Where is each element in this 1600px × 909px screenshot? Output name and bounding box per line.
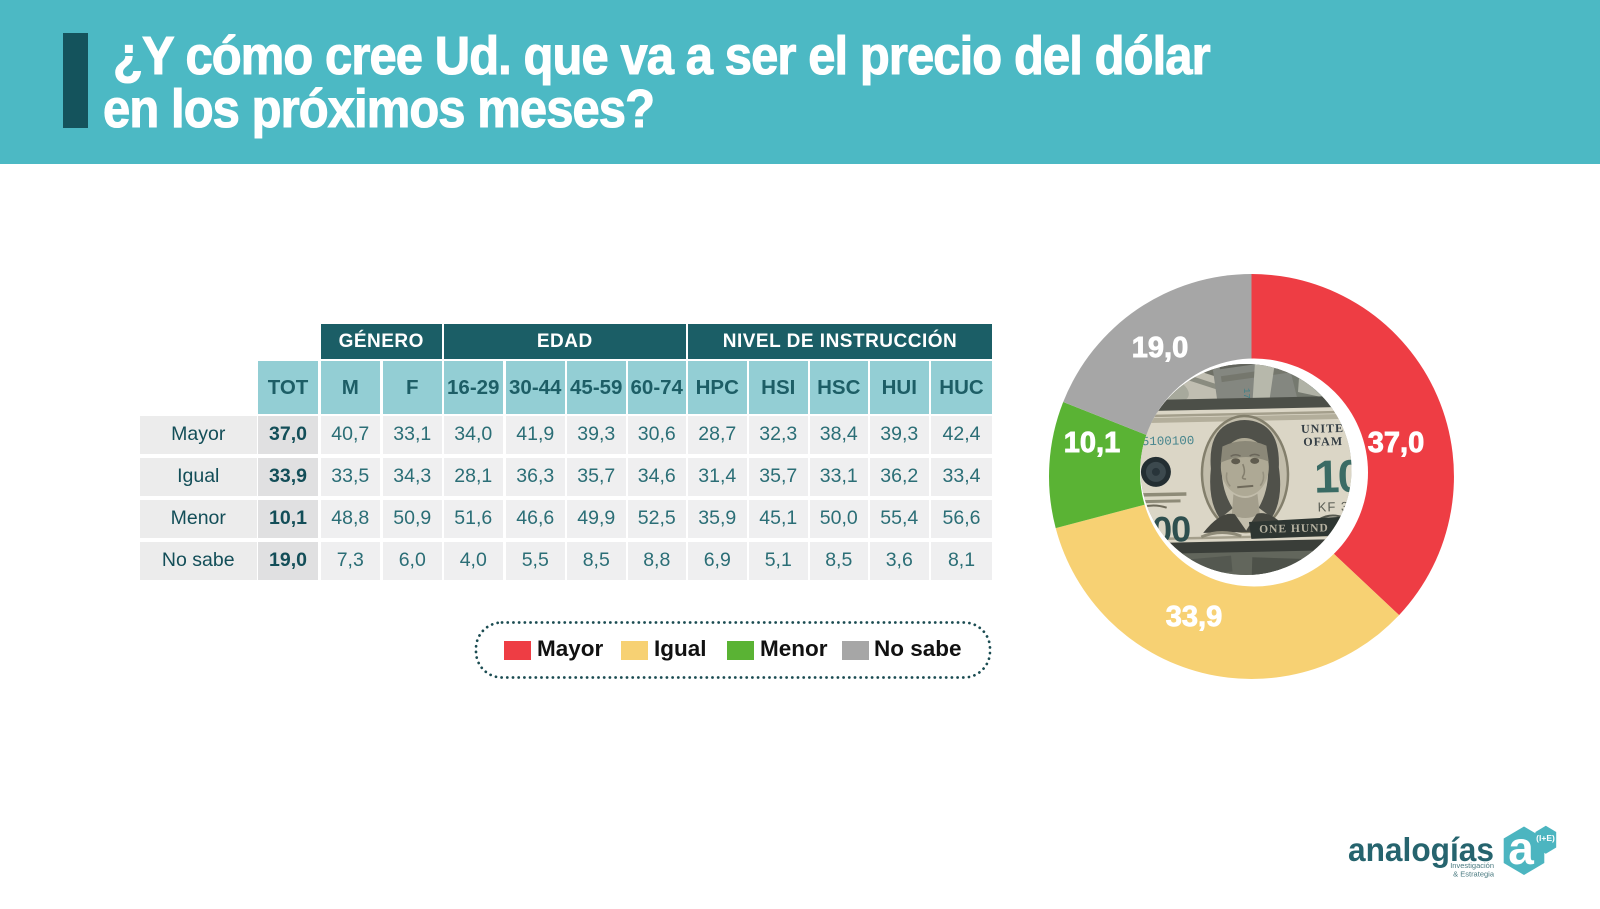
svg-text:33,9: 33,9 <box>1166 601 1222 633</box>
svg-text:15100100: 15100100 <box>1134 434 1194 449</box>
svg-text:& Estrategia: & Estrategia <box>1453 870 1495 879</box>
svg-text:10: 10 <box>1314 450 1363 503</box>
svg-text:KF 3151: KF 3151 <box>1318 498 1374 514</box>
svg-text:10,1: 10,1 <box>1064 427 1120 459</box>
svg-text:37,0: 37,0 <box>1368 427 1424 459</box>
svg-text:a: a <box>1508 822 1534 874</box>
svg-text:19,0: 19,0 <box>1132 332 1188 364</box>
svg-text:analogías: analogías <box>1348 832 1494 869</box>
svg-text:(I+E): (I+E) <box>1536 833 1555 843</box>
svg-text:ONE HUND: ONE HUND <box>1259 522 1329 535</box>
svg-text:Investigación: Investigación <box>1450 861 1494 870</box>
svg-text:OFAM: OFAM <box>1303 434 1343 449</box>
svg-text:UNITED: UNITED <box>1301 421 1354 436</box>
